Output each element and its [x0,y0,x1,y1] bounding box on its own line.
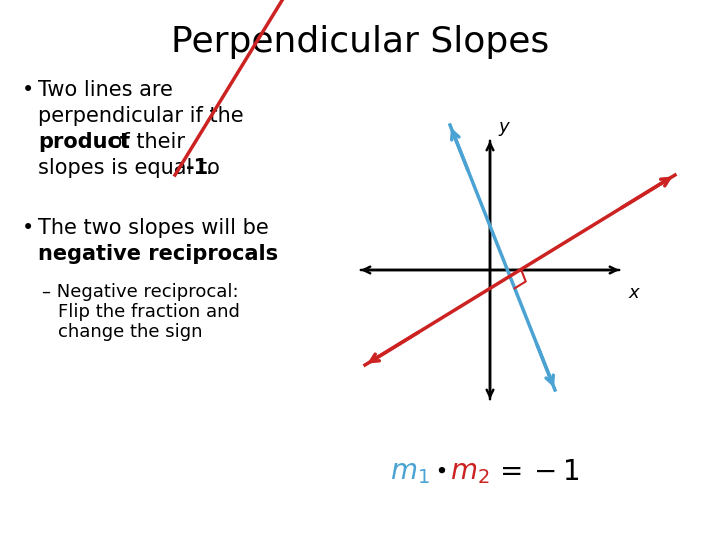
Text: product: product [38,132,130,152]
Text: x: x [628,284,639,302]
Text: of their: of their [103,132,185,152]
Text: negative reciprocals: negative reciprocals [38,244,278,264]
Text: $\bullet$: $\bullet$ [434,460,446,480]
Text: $m_1$: $m_1$ [390,458,430,486]
Text: change the sign: change the sign [58,323,202,341]
Text: •: • [22,218,35,238]
Text: .: . [206,158,212,178]
Text: – Negative reciprocal:: – Negative reciprocal: [42,283,238,301]
Text: •: • [22,80,35,100]
Text: Perpendicular Slopes: Perpendicular Slopes [171,25,549,59]
Text: slopes is equal to: slopes is equal to [38,158,227,178]
Text: The two slopes will be: The two slopes will be [38,218,269,238]
Text: perpendicular if the: perpendicular if the [38,106,243,126]
Text: $m_2$: $m_2$ [450,458,490,486]
Text: Two lines are: Two lines are [38,80,173,100]
Text: $= -1$: $= -1$ [494,458,579,486]
Text: y: y [498,118,508,136]
Text: Flip the fraction and: Flip the fraction and [58,303,240,321]
Text: -1: -1 [186,158,209,178]
